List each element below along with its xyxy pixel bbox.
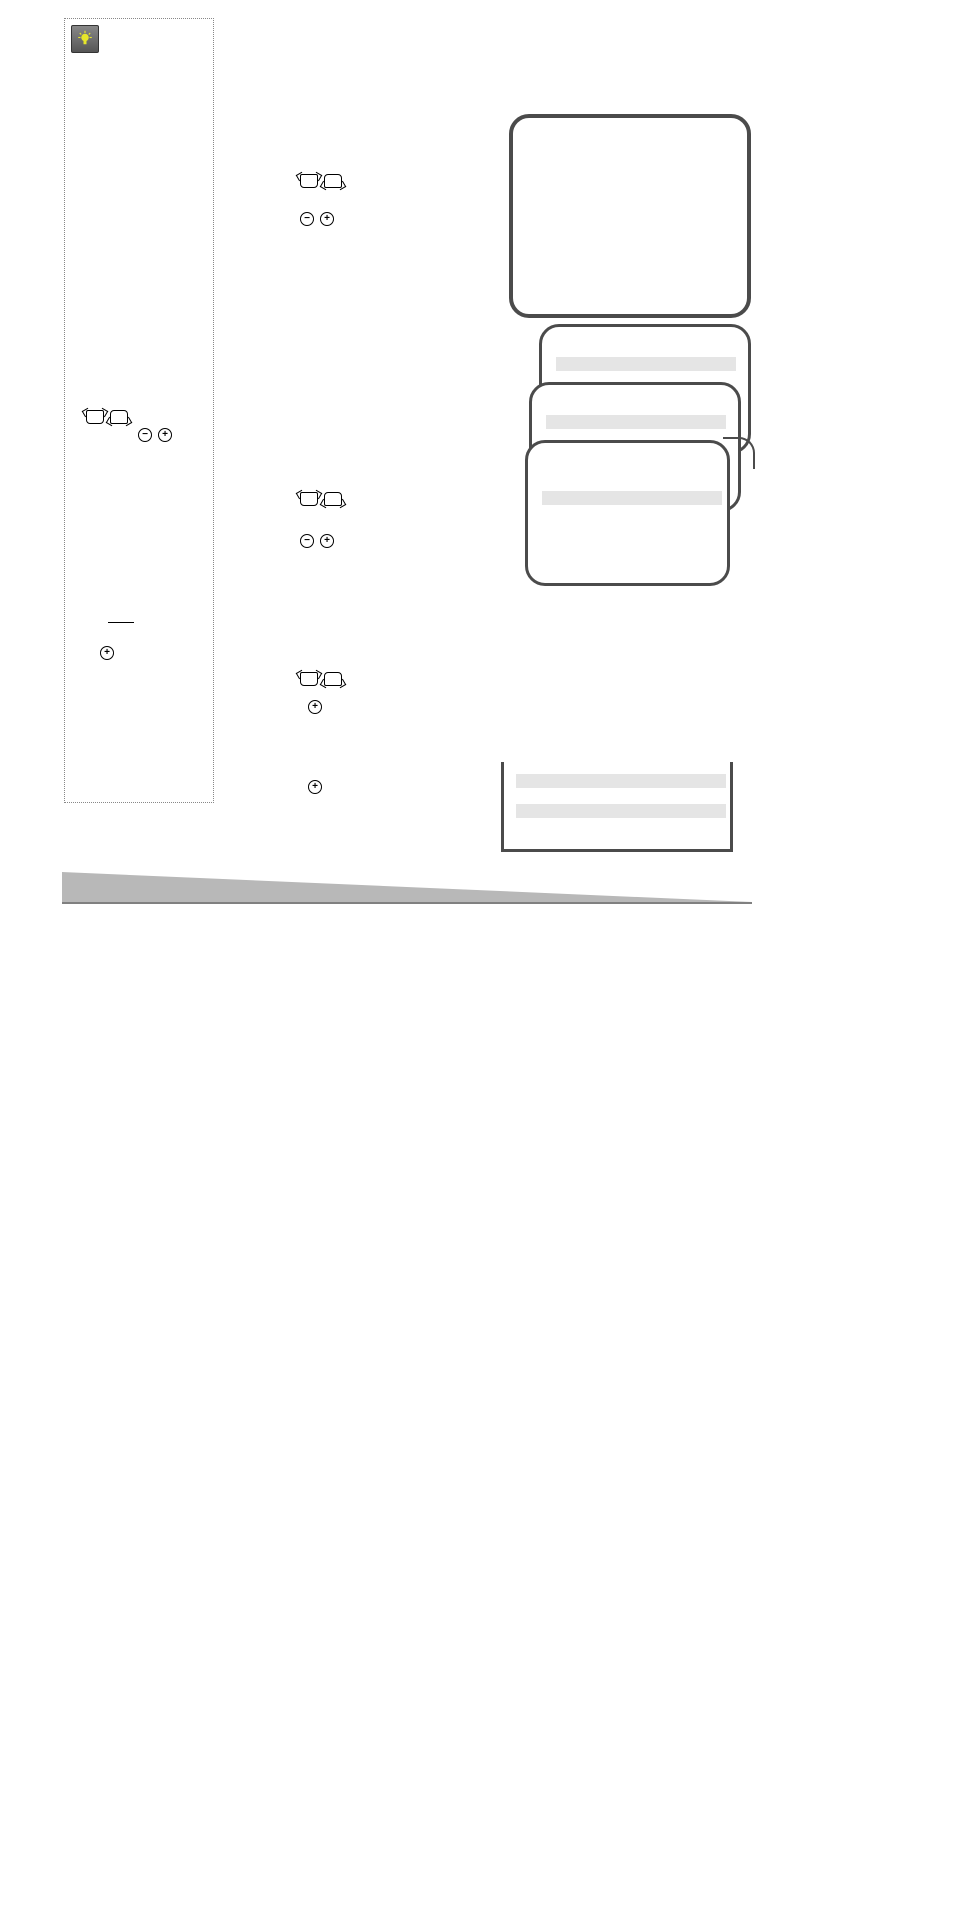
- panel-single-plus: +: [100, 646, 114, 660]
- circle-row-1: − +: [300, 212, 334, 226]
- placeholder-bar: [516, 774, 726, 788]
- shirt-down-icon[interactable]: [324, 492, 342, 506]
- plus-button[interactable]: +: [320, 212, 334, 226]
- corner-connector: [723, 437, 755, 469]
- plus-button[interactable]: +: [320, 534, 334, 548]
- illustration-box-4: [525, 440, 730, 586]
- lightbulb-icon: [76, 30, 94, 48]
- illustration-box-1: [509, 114, 751, 318]
- shirt-down-icon[interactable]: [324, 174, 342, 188]
- minus-button[interactable]: −: [300, 534, 314, 548]
- lightbulb-button[interactable]: [71, 25, 99, 53]
- shirt-up-icon[interactable]: [86, 410, 104, 424]
- shirt-row-2: [300, 492, 342, 506]
- placeholder-bar: [546, 415, 726, 429]
- minus-button[interactable]: −: [300, 212, 314, 226]
- shirt-up-icon[interactable]: [300, 492, 318, 506]
- plus-button[interactable]: +: [100, 646, 114, 660]
- panel-circle-row: − +: [138, 428, 172, 442]
- shirt-down-icon[interactable]: [324, 672, 342, 686]
- panel-shirt-row: [86, 410, 128, 424]
- plus-only-2: +: [308, 780, 322, 794]
- shirt-row-1: [300, 174, 342, 188]
- shirt-row-3: [300, 672, 342, 686]
- placeholder-bar: [516, 804, 726, 818]
- bottom-card: [501, 762, 733, 852]
- plus-button[interactable]: +: [308, 700, 322, 714]
- section-divider: [62, 872, 752, 904]
- placeholder-bar: [556, 357, 736, 371]
- placeholder-bar: [542, 491, 722, 505]
- minus-button[interactable]: −: [138, 428, 152, 442]
- plus-button[interactable]: +: [158, 428, 172, 442]
- shirt-up-icon[interactable]: [300, 672, 318, 686]
- small-divider: [108, 622, 134, 623]
- plus-only-1: +: [308, 700, 322, 714]
- circle-row-2: − +: [300, 534, 334, 548]
- shirt-down-icon[interactable]: [110, 410, 128, 424]
- shirt-up-icon[interactable]: [300, 174, 318, 188]
- plus-button[interactable]: +: [308, 780, 322, 794]
